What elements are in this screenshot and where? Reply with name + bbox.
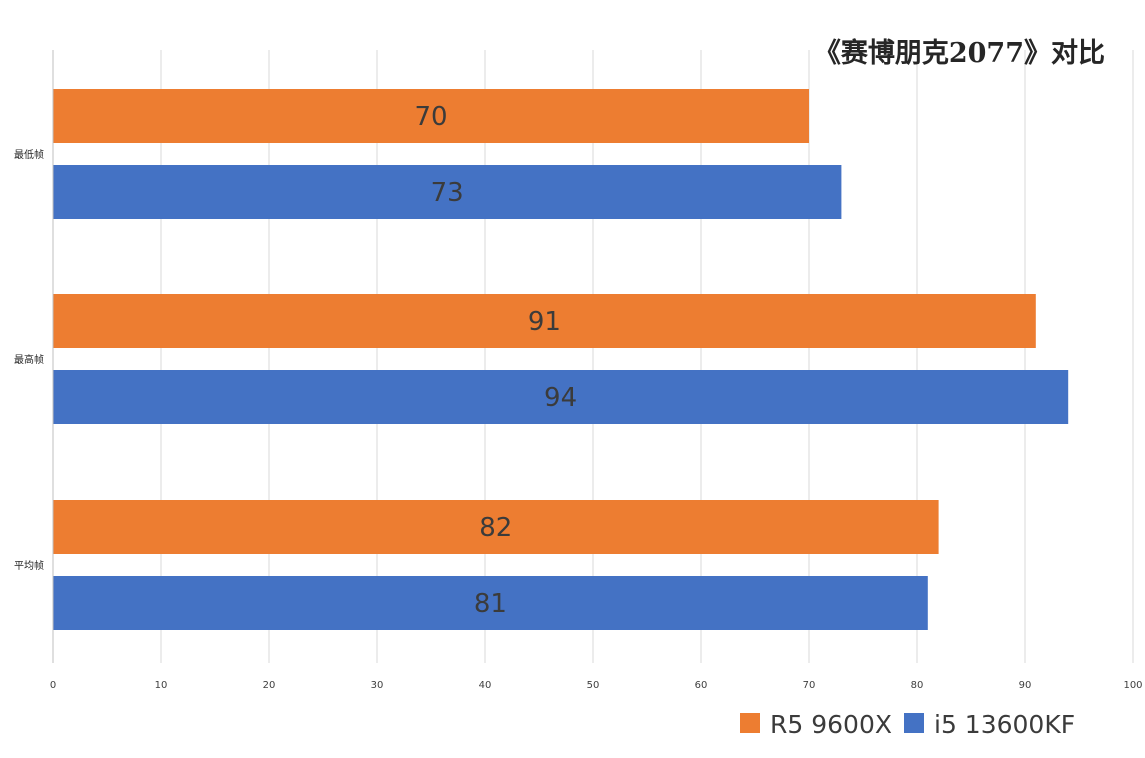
chart-title: 《赛博朋克2077》对比 <box>814 37 1105 69</box>
bar <box>53 370 1069 424</box>
x-tick-label: 40 <box>479 680 492 691</box>
bars <box>53 89 1069 630</box>
x-tick-label: 0 <box>50 680 56 691</box>
bar <box>53 294 1036 348</box>
legend-label: R5 9600X <box>770 710 892 739</box>
data-label: 82 <box>479 513 512 543</box>
legend-swatch <box>904 713 924 733</box>
x-tick-label: 60 <box>695 680 708 691</box>
bar <box>53 576 928 630</box>
data-label: 94 <box>544 383 577 413</box>
x-tick-label: 100 <box>1123 680 1142 691</box>
x-tick-label: 50 <box>587 680 600 691</box>
data-label: 91 <box>528 307 561 337</box>
category-label: 最低帧 <box>14 148 44 161</box>
x-tick-label: 90 <box>1019 680 1032 691</box>
bar <box>53 89 809 143</box>
gridlines <box>160 50 1134 663</box>
legend-swatch <box>740 713 760 733</box>
legend: R5 9600X i5 13600KF <box>740 710 1075 739</box>
x-tick-label: 30 <box>371 680 384 691</box>
data-label: 73 <box>431 178 464 208</box>
category-label: 最高帧 <box>14 353 44 366</box>
x-tick-label: 10 <box>155 680 168 691</box>
data-label: 70 <box>414 102 447 132</box>
legend-label: i5 13600KF <box>934 710 1075 739</box>
x-tick-label: 70 <box>803 680 816 691</box>
x-tick-label: 80 <box>911 680 924 691</box>
category-label: 平均帧 <box>14 559 44 572</box>
x-tick-label: 20 <box>263 680 276 691</box>
data-labels: 70 73 91 94 82 81 <box>414 102 577 619</box>
bar <box>53 500 939 554</box>
bar <box>53 165 842 219</box>
data-label: 81 <box>474 589 507 619</box>
